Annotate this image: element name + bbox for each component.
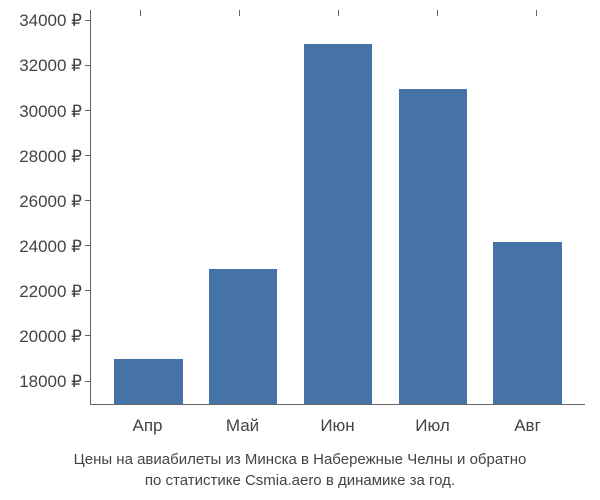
bar: [209, 269, 277, 404]
caption-line-1: Цены на авиабилеты из Минска в Набережны…: [6, 449, 594, 471]
bars-container: [91, 10, 585, 404]
bar: [399, 89, 467, 404]
y-tick-label: 22000 ₽: [19, 282, 82, 302]
bar-slot: [291, 10, 386, 404]
x-tick-mark: [437, 10, 438, 16]
x-tick-mark: [536, 10, 537, 16]
bar-slot: [480, 10, 575, 404]
y-tick-label: 20000 ₽: [19, 327, 82, 347]
x-tick-label: Апр: [100, 410, 195, 440]
caption-line-2: по статистике Csmia.aero в динамике за г…: [6, 470, 594, 492]
y-tick-label: 34000 ₽: [19, 11, 82, 31]
y-tick-mark: [85, 200, 91, 201]
y-tick-label: 18000 ₽: [19, 372, 82, 392]
y-tick-mark: [85, 381, 91, 382]
y-tick-mark: [85, 290, 91, 291]
bar-slot: [385, 10, 480, 404]
y-axis: 18000 ₽ 20000 ₽ 22000 ₽ 24000 ₽ 26000 ₽ 28000…: [0, 10, 90, 405]
y-tick-mark: [85, 155, 91, 156]
plot-area: [90, 10, 585, 405]
x-tick-label: Авг: [480, 410, 575, 440]
bar: [304, 44, 372, 404]
x-tick-label: Май: [195, 410, 290, 440]
x-tick-mark: [239, 10, 240, 16]
bar-slot: [101, 10, 196, 404]
y-tick-label: 26000 ₽: [19, 192, 82, 212]
x-tick-mark: [338, 10, 339, 16]
y-tick-label: 32000 ₽: [19, 56, 82, 76]
x-axis: АпрМайИюнИюлАвг: [90, 410, 585, 440]
chart-caption: Цены на авиабилеты из Минска в Набережны…: [0, 449, 600, 493]
y-tick-label: 24000 ₽: [19, 237, 82, 257]
y-tick-mark: [85, 335, 91, 336]
y-tick-mark: [85, 65, 91, 66]
y-tick-label: 28000 ₽: [19, 147, 82, 167]
x-tick-label: Июл: [385, 410, 480, 440]
y-tick-mark: [85, 20, 91, 21]
bar: [114, 359, 182, 404]
y-tick-label: 30000 ₽: [19, 102, 82, 122]
x-tick-label: Июн: [290, 410, 385, 440]
bar-slot: [196, 10, 291, 404]
price-bar-chart: 18000 ₽ 20000 ₽ 22000 ₽ 24000 ₽ 26000 ₽ 28000…: [0, 0, 600, 500]
x-tick-mark: [140, 10, 141, 16]
y-tick-mark: [85, 245, 91, 246]
y-tick-mark: [85, 110, 91, 111]
bar: [493, 242, 561, 404]
